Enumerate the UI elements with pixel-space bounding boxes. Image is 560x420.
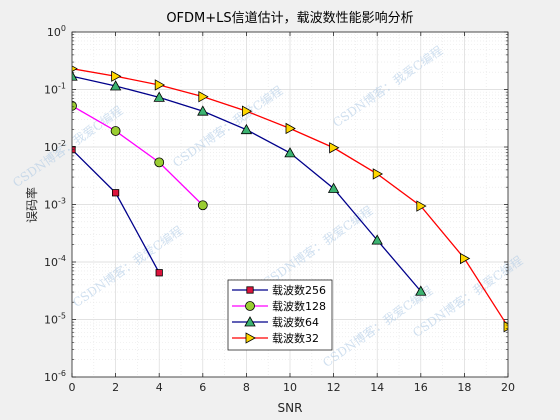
data-point <box>285 122 296 135</box>
y-tick-labels: 10-6 10-5 10-4 10-3 10-2 10-1 100 <box>44 24 66 384</box>
data-point <box>415 285 427 296</box>
data-point <box>110 126 121 136</box>
x-tick-label: 2 <box>112 381 119 394</box>
series-4 <box>72 65 508 333</box>
data-point <box>503 321 508 333</box>
x-tick-label: 12 <box>327 381 341 394</box>
series-3 <box>72 70 427 296</box>
legend-entry: 载波数128 <box>272 300 326 313</box>
x-tick-labels: 0 2 4 6 8 10 12 14 16 18 20 <box>69 381 516 394</box>
data-point <box>416 200 427 212</box>
data-point <box>197 105 209 116</box>
data-point <box>284 147 296 158</box>
legend-marker <box>244 316 256 327</box>
data-point <box>155 269 163 277</box>
legend-marker <box>246 286 254 294</box>
x-tick-label: 10 <box>283 381 297 394</box>
data-point <box>241 105 253 117</box>
ticks <box>71 31 509 378</box>
data-point <box>153 91 165 102</box>
chart-title: OFDM+LS信道估计，载波数性能影响分析 <box>166 10 413 26</box>
y-tick-label: 10-4 <box>44 254 66 269</box>
data-point <box>112 189 120 197</box>
legend: 载波数256 载波数128 载波数64 载波数32 <box>227 279 333 351</box>
x-tick-label: 4 <box>156 381 163 394</box>
x-tick-label: 6 <box>199 381 206 394</box>
data-point <box>329 142 340 154</box>
data-point <box>72 100 77 111</box>
data-point <box>72 65 78 72</box>
y-tick-label: 10-2 <box>44 139 66 154</box>
data-point <box>240 123 253 135</box>
data-point <box>459 252 471 265</box>
series-layer <box>72 65 508 333</box>
y-tick-label: 10-5 <box>44 312 66 327</box>
legend-marker <box>245 332 256 344</box>
series-2 <box>72 100 208 211</box>
data-point <box>72 70 78 81</box>
data-point <box>197 200 208 211</box>
y-tick-label: 100 <box>47 24 66 39</box>
x-tick-label: 8 <box>243 381 250 394</box>
series-line <box>72 105 204 206</box>
x-tick-label: 18 <box>457 381 471 394</box>
data-point <box>111 70 122 82</box>
legend-marker <box>245 301 255 311</box>
x-axis-label: SNR <box>278 401 303 415</box>
x-tick-label: 16 <box>414 381 428 394</box>
data-point <box>371 234 383 245</box>
data-point <box>154 157 165 168</box>
legend-entry: 载波数256 <box>272 284 326 297</box>
y-tick-label: 10-6 <box>44 369 66 384</box>
y-tick-label: 10-3 <box>44 197 66 212</box>
x-tick-label: 20 <box>501 381 515 394</box>
data-point <box>154 79 166 91</box>
x-tick-label: 14 <box>370 381 384 394</box>
y-tick-label: 10-1 <box>44 82 66 97</box>
y-axis-label: 误码率 <box>24 187 39 223</box>
data-point <box>109 80 122 91</box>
data-point <box>198 91 209 103</box>
data-point <box>372 168 384 180</box>
x-tick-label: 0 <box>69 381 76 394</box>
legend-entry: 载波数32 <box>272 332 319 345</box>
legend-entry: 载波数64 <box>272 316 319 329</box>
data-point <box>327 182 340 193</box>
